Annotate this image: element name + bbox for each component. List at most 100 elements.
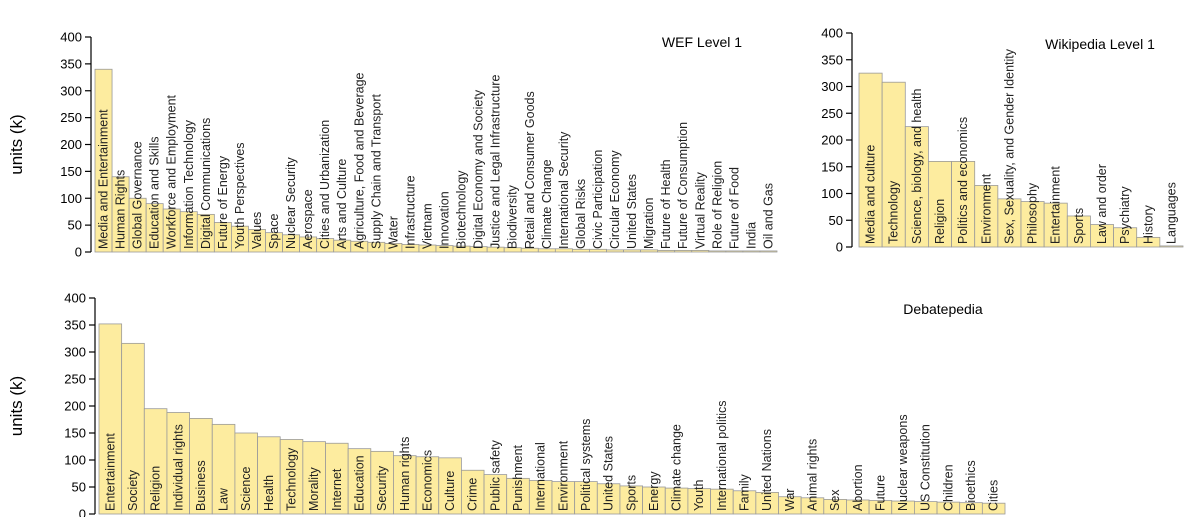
category-label: Individual rights bbox=[171, 424, 185, 511]
category-label: Climate change bbox=[670, 424, 684, 511]
category-label: Law and order bbox=[1095, 164, 1109, 244]
category-label: Role of Religion bbox=[710, 161, 724, 249]
category-label: Sex bbox=[828, 489, 842, 511]
category-label: Science bbox=[239, 466, 253, 511]
y-tick-label: 300 bbox=[821, 79, 843, 94]
y-tick-label: 200 bbox=[64, 399, 86, 414]
category-label: Information Technology bbox=[182, 119, 196, 249]
y-tick-label: 300 bbox=[60, 83, 82, 98]
category-label: Oil and Gas bbox=[761, 183, 775, 249]
category-label: Vietnam bbox=[420, 203, 434, 249]
bar bbox=[674, 249, 693, 253]
category-label: United Nations bbox=[760, 429, 774, 511]
category-label: Security bbox=[375, 465, 389, 511]
category-label: Children bbox=[941, 464, 955, 511]
y-tick-label: 250 bbox=[821, 106, 843, 121]
y-tick-label: 50 bbox=[72, 480, 86, 495]
category-label: Arts and Culture bbox=[335, 159, 349, 249]
category-label: Entertainment bbox=[103, 433, 117, 511]
category-label: Morality bbox=[307, 466, 321, 511]
bar bbox=[1136, 236, 1161, 248]
bar bbox=[94, 68, 113, 253]
wef-chart: Media and Entertainment Human Rights Globa… bbox=[7, 30, 778, 260]
category-label: Values bbox=[250, 212, 264, 249]
y-tick-label: 200 bbox=[60, 137, 82, 152]
bar bbox=[657, 249, 676, 253]
category-label: Media and culture bbox=[864, 145, 878, 244]
category-label: Technology bbox=[887, 180, 901, 244]
debate-chart: Entertainment Society Religion Individual r… bbox=[7, 291, 1006, 517]
category-label: Space bbox=[267, 214, 281, 249]
category-label: Environment bbox=[556, 440, 570, 511]
category-label: Cities bbox=[987, 480, 1001, 511]
category-label: Migration bbox=[642, 198, 656, 249]
chart-title: Debatepedia bbox=[903, 301, 983, 317]
bar bbox=[606, 249, 624, 253]
category-label: Digital Economy and Society bbox=[472, 89, 486, 249]
category-label: Bioethics bbox=[964, 460, 978, 511]
category-label: International politics bbox=[715, 401, 729, 511]
category-label: Virtual Reality bbox=[693, 171, 707, 249]
y-tick-label: 50 bbox=[829, 213, 843, 228]
category-label: Infrastructure bbox=[403, 175, 417, 249]
category-label: US Constitution bbox=[919, 424, 933, 511]
bar bbox=[640, 249, 659, 253]
bar bbox=[623, 249, 641, 253]
category-label: Entertainment bbox=[1049, 166, 1063, 244]
y-tick-label: 100 bbox=[60, 191, 82, 206]
bar bbox=[708, 250, 727, 253]
category-label: Environment bbox=[979, 173, 993, 244]
category-label: Abortion bbox=[851, 464, 865, 511]
category-label: Supply Chain and Transport bbox=[369, 94, 383, 249]
category-label: Technology bbox=[285, 447, 299, 511]
bar bbox=[742, 250, 761, 253]
y-tick-label: 0 bbox=[79, 507, 86, 517]
category-label: Civic Participation bbox=[591, 150, 605, 249]
category-label: India bbox=[744, 222, 758, 249]
category-label: Human Rights bbox=[114, 170, 128, 249]
y-axis-label: units (k) bbox=[7, 376, 26, 436]
category-label: Sports bbox=[1072, 208, 1086, 244]
y-tick-label: 350 bbox=[821, 52, 843, 67]
chart-title: WEF Level 1 bbox=[662, 34, 742, 50]
category-label: Cities and Urbanization bbox=[318, 120, 332, 249]
category-label: Politics and economics bbox=[956, 117, 970, 244]
category-label: Future of Health bbox=[659, 159, 673, 249]
category-label: Political systems bbox=[579, 419, 593, 511]
y-tick-label: 400 bbox=[60, 30, 82, 45]
category-label: Retail and Consumer Goods bbox=[523, 91, 537, 249]
category-label: Future of Consumption bbox=[676, 122, 690, 249]
category-label: Justice and Legal Infrastructure bbox=[489, 75, 503, 249]
category-label: Sex, Sexuality, and Gender Identity bbox=[1002, 48, 1016, 244]
y-tick-label: 200 bbox=[821, 133, 843, 148]
category-label: International Security bbox=[557, 131, 571, 249]
bar bbox=[691, 249, 710, 253]
category-label: Biotechnology bbox=[455, 170, 469, 249]
category-label: Innovation bbox=[438, 191, 452, 249]
y-tick-label: 150 bbox=[60, 164, 82, 179]
category-label: Human rights bbox=[398, 437, 412, 511]
category-label: Workforce and Employment bbox=[165, 94, 179, 249]
category-label: Crime bbox=[466, 478, 480, 511]
category-label: Water bbox=[386, 216, 400, 249]
y-axis-label: units (k) bbox=[7, 114, 26, 174]
category-label: Global Governance bbox=[131, 141, 145, 249]
category-label: Science, biology, and health bbox=[910, 89, 924, 244]
y-tick-label: 0 bbox=[836, 240, 843, 255]
category-label: Circular Economy bbox=[608, 150, 622, 249]
category-label: War bbox=[783, 489, 797, 511]
category-label: Philosophy bbox=[1026, 182, 1040, 244]
category-label: History bbox=[1141, 204, 1155, 244]
category-label: Society bbox=[126, 469, 140, 511]
category-label: Climate Change bbox=[540, 159, 554, 249]
y-tick-label: 150 bbox=[64, 426, 86, 441]
category-label: Global Risks bbox=[574, 179, 588, 249]
y-tick-label: 400 bbox=[821, 26, 843, 41]
category-label: Future of Food bbox=[727, 167, 741, 249]
category-label: Education and Skills bbox=[148, 136, 162, 249]
y-tick-label: 50 bbox=[68, 218, 82, 233]
category-label: Nuclear weapons bbox=[896, 414, 910, 511]
category-label: Media and Entertainment bbox=[97, 109, 111, 249]
category-label: Digital Communications bbox=[199, 118, 213, 249]
